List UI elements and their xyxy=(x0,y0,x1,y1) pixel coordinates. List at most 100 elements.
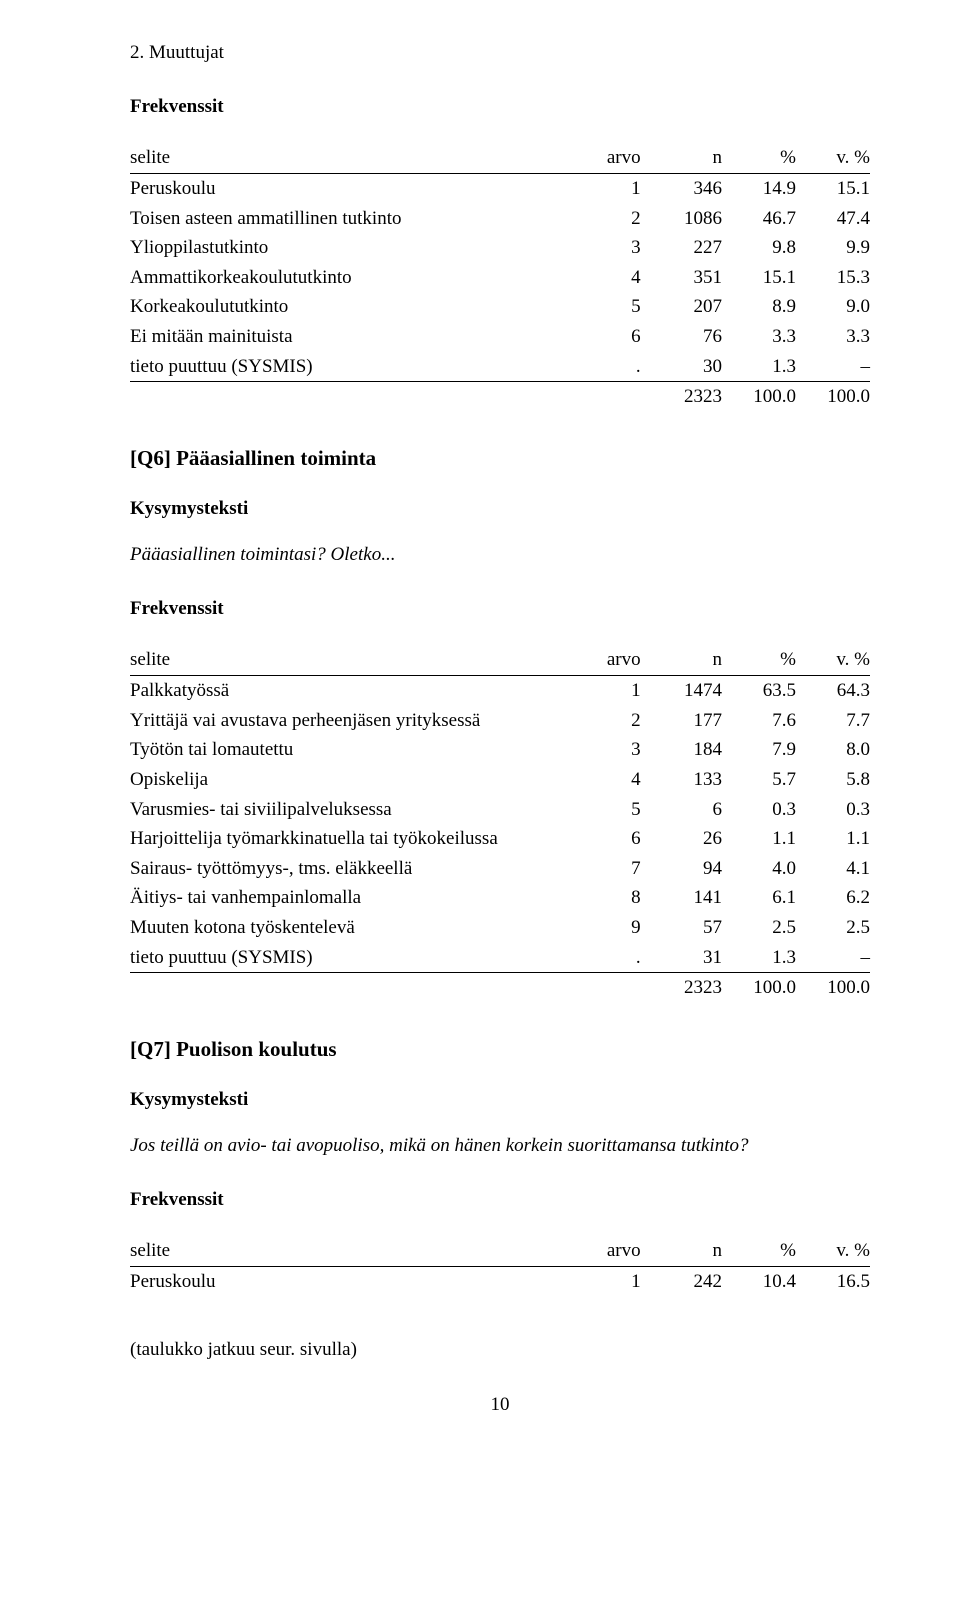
col-n: n xyxy=(641,143,722,173)
table-cell: 94 xyxy=(641,854,722,884)
table-cell: 6 xyxy=(641,795,722,825)
table-cell: Ei mitään mainituista xyxy=(130,322,574,352)
table-cell: Yrittäjä vai avustava perheenjäsen yrity… xyxy=(130,706,574,736)
table-cell: 16.5 xyxy=(796,1266,870,1296)
table-cell: 1474 xyxy=(641,675,722,705)
col-n: n xyxy=(641,1236,722,1266)
table-cell xyxy=(130,973,574,1003)
table-cell: 4.0 xyxy=(722,854,796,884)
table-cell: 46.7 xyxy=(722,204,796,234)
table-row: Korkeakoulututkinto52078.99.0 xyxy=(130,292,870,322)
q7-heading: [Q7] Puolison koulutus xyxy=(130,1035,870,1063)
section-header: 2. Muuttujat xyxy=(130,40,870,66)
table-cell xyxy=(574,973,641,1003)
table-cell: 9.9 xyxy=(796,233,870,263)
col-pct: % xyxy=(722,1236,796,1266)
table-cell: 4.1 xyxy=(796,854,870,884)
table-cell: 5.8 xyxy=(796,765,870,795)
table-cell: 3.3 xyxy=(722,322,796,352)
table-cell: 6.1 xyxy=(722,883,796,913)
col-pct: % xyxy=(722,143,796,173)
table-cell xyxy=(574,382,641,412)
table-total-row: 2323100.0100.0 xyxy=(130,382,870,412)
table-cell: 6 xyxy=(574,322,641,352)
table-cell: 10.4 xyxy=(722,1266,796,1296)
table-row: tieto puuttuu (SYSMIS).301.3– xyxy=(130,352,870,382)
col-selite: selite xyxy=(130,1236,574,1266)
table-cell: 100.0 xyxy=(796,382,870,412)
table-cell: 5.7 xyxy=(722,765,796,795)
col-selite: selite xyxy=(130,143,574,173)
table-cell: 133 xyxy=(641,765,722,795)
q7-text: Jos teillä on avio- tai avopuoliso, mikä… xyxy=(130,1133,870,1159)
table-cell: 6 xyxy=(574,824,641,854)
table-cell: 184 xyxy=(641,735,722,765)
table-cell: 8 xyxy=(574,883,641,913)
col-pct: % xyxy=(722,645,796,675)
frekvenssit-label-1: Frekvenssit xyxy=(130,94,870,120)
table-cell: Äitiys- tai vanhempainlomalla xyxy=(130,883,574,913)
table-row: Opiskelija41335.75.8 xyxy=(130,765,870,795)
frequency-table-2: selite arvo n % v. % Palkkatyössä1147463… xyxy=(130,645,870,1003)
table-cell: 3.3 xyxy=(796,322,870,352)
table-cell: 6.2 xyxy=(796,883,870,913)
table-cell: Ammattikorkeakoulututkinto xyxy=(130,263,574,293)
table-cell: 26 xyxy=(641,824,722,854)
table-cell: 3 xyxy=(574,233,641,263)
table-cell: 0.3 xyxy=(796,795,870,825)
table-cell: 7 xyxy=(574,854,641,884)
table-cell: . xyxy=(574,943,641,973)
page-content: 2. Muuttujat Frekvenssit selite arvo n %… xyxy=(0,0,960,1601)
q6-text: Pääasiallinen toimintasi? Oletko... xyxy=(130,542,870,568)
col-vpct: v. % xyxy=(796,143,870,173)
page-number: 10 xyxy=(130,1392,870,1418)
table-cell: Peruskoulu xyxy=(130,173,574,203)
table-cell: 5 xyxy=(574,292,641,322)
table-cell: 64.3 xyxy=(796,675,870,705)
table-cell: 227 xyxy=(641,233,722,263)
table-cell: Työtön tai lomautettu xyxy=(130,735,574,765)
table-cell: Peruskoulu xyxy=(130,1266,574,1296)
table-cell: 63.5 xyxy=(722,675,796,705)
table-cell: 1086 xyxy=(641,204,722,234)
table-cell: 8.0 xyxy=(796,735,870,765)
table-header-row: selite arvo n % v. % xyxy=(130,1236,870,1266)
table-cell: 2.5 xyxy=(722,913,796,943)
table-cell: 100.0 xyxy=(796,973,870,1003)
table-cell: 8.9 xyxy=(722,292,796,322)
frekvenssit-label-3: Frekvenssit xyxy=(130,1187,870,1213)
table-cell: 9.8 xyxy=(722,233,796,263)
table-cell: 57 xyxy=(641,913,722,943)
table-total-row: 2323100.0100.0 xyxy=(130,973,870,1003)
col-selite: selite xyxy=(130,645,574,675)
table-cell: 47.4 xyxy=(796,204,870,234)
table-1-body: Peruskoulu134614.915.1Toisen asteen amma… xyxy=(130,173,870,412)
table-cell: Sairaus- työttömyys-, tms. eläkkeellä xyxy=(130,854,574,884)
table-cell: 177 xyxy=(641,706,722,736)
table-cell: 7.9 xyxy=(722,735,796,765)
table-cell: 141 xyxy=(641,883,722,913)
table-cell: Ylioppilastutkinto xyxy=(130,233,574,263)
table-cell: 2 xyxy=(574,706,641,736)
table-cell: 15.3 xyxy=(796,263,870,293)
table-cell: Muuten kotona työskentelevä xyxy=(130,913,574,943)
table-row: Ammattikorkeakoulututkinto435115.115.3 xyxy=(130,263,870,293)
table-cell: 9 xyxy=(574,913,641,943)
table-cell: 15.1 xyxy=(796,173,870,203)
table-3-body: Peruskoulu124210.416.5 xyxy=(130,1266,870,1296)
table-cell: 2 xyxy=(574,204,641,234)
table-cell: 2.5 xyxy=(796,913,870,943)
frequency-table-3: selite arvo n % v. % Peruskoulu124210.41… xyxy=(130,1236,870,1296)
table-header-row: selite arvo n % v. % xyxy=(130,645,870,675)
table-cell: tieto puuttuu (SYSMIS) xyxy=(130,943,574,973)
table-row: Ei mitään mainituista6763.33.3 xyxy=(130,322,870,352)
col-vpct: v. % xyxy=(796,1236,870,1266)
table-cell: 1.3 xyxy=(722,943,796,973)
table-row: Harjoittelija työmarkkinatuella tai työk… xyxy=(130,824,870,854)
table-cell: 7.7 xyxy=(796,706,870,736)
table-cell: 14.9 xyxy=(722,173,796,203)
table-2-body: Palkkatyössä1147463.564.3Yrittäjä vai av… xyxy=(130,675,870,1003)
table-cell: 1.1 xyxy=(722,824,796,854)
table-row: Työtön tai lomautettu31847.98.0 xyxy=(130,735,870,765)
table-cell: . xyxy=(574,352,641,382)
